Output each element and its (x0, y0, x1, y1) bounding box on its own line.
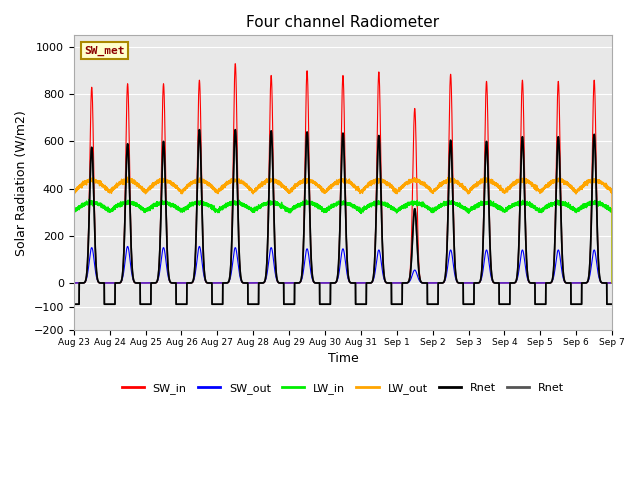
Rnet (494, 280, 502, 286)
LW_out (607, 186, 614, 192)
LW_out (70, 190, 77, 195)
SW_in (185, 280, 193, 286)
Rnet (608, 301, 616, 307)
Rnet (494, 280, 502, 286)
LW_out (417, 179, 425, 185)
Rnet (607, 301, 614, 307)
SW_in (70, 280, 77, 286)
Legend: SW_in, SW_out, LW_in, LW_out, Rnet, Rnet: SW_in, SW_out, LW_in, LW_out, Rnet, Rnet (117, 379, 569, 398)
Rnet (271, 257, 279, 263)
LW_out (124, 174, 131, 180)
Rnet (417, 279, 425, 285)
SW_out (608, 280, 616, 286)
SW_in (271, 258, 279, 264)
Line: LW_out: LW_out (74, 177, 612, 283)
Rnet (196, 127, 204, 132)
LW_in (271, 200, 279, 205)
LW_in (608, 280, 616, 286)
SW_out (124, 243, 131, 249)
LW_in (70, 208, 77, 214)
Line: Rnet: Rnet (74, 130, 612, 304)
SW_in (607, 280, 614, 286)
Line: Rnet: Rnet (74, 130, 612, 304)
LW_out (179, 187, 187, 192)
Rnet (70, 301, 77, 307)
LW_in (179, 205, 187, 211)
SW_out (607, 280, 614, 286)
Rnet (185, 280, 193, 286)
Rnet (608, 301, 616, 307)
LW_out (494, 183, 502, 189)
SW_out (70, 280, 77, 286)
Rnet (70, 301, 77, 307)
Rnet (179, 301, 187, 307)
SW_in (232, 61, 239, 67)
SW_in (417, 279, 425, 285)
SW_in (494, 280, 502, 286)
SW_out (417, 280, 425, 286)
LW_out (608, 280, 616, 286)
LW_in (417, 202, 425, 207)
Line: SW_out: SW_out (74, 246, 612, 283)
SW_out (494, 280, 502, 286)
Rnet (196, 127, 204, 132)
Y-axis label: Solar Radiation (W/m2): Solar Radiation (W/m2) (15, 110, 28, 256)
X-axis label: Time: Time (328, 352, 358, 365)
LW_in (607, 205, 614, 211)
Rnet (607, 301, 614, 307)
LW_out (271, 178, 279, 184)
LW_in (185, 204, 193, 210)
Line: LW_in: LW_in (74, 199, 612, 283)
Title: Four channel Radiometer: Four channel Radiometer (246, 15, 440, 30)
Rnet (271, 257, 279, 263)
SW_out (185, 280, 193, 286)
Text: SW_met: SW_met (84, 46, 125, 56)
Rnet (185, 280, 193, 286)
Line: SW_in: SW_in (74, 64, 612, 283)
Rnet (179, 301, 187, 307)
Rnet (417, 279, 425, 285)
LW_in (85, 196, 93, 202)
SW_in (179, 280, 187, 286)
SW_in (608, 280, 616, 286)
LW_out (185, 183, 193, 189)
SW_out (179, 280, 187, 286)
SW_out (271, 271, 279, 277)
LW_in (494, 204, 502, 210)
